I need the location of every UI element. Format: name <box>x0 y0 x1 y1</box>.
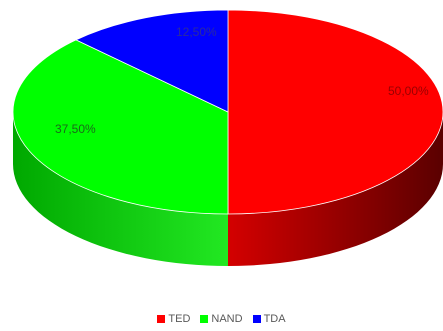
legend-item-tda[interactable]: TDA <box>252 313 286 325</box>
pie-slices <box>12 9 443 215</box>
pie-side-nand <box>13 112 228 266</box>
pie-slice-tda[interactable] <box>75 9 229 113</box>
legend: TED NAND TDA <box>0 313 443 325</box>
pie-slice-nand[interactable] <box>12 39 229 215</box>
legend-item-nand[interactable]: NAND <box>200 313 243 325</box>
legend-swatch-tda <box>252 315 261 323</box>
legend-swatch-ted <box>157 315 166 323</box>
legend-label-ted: TED <box>168 313 191 325</box>
data-label-tda: 12,50% <box>176 25 217 39</box>
pie-side-ted <box>228 112 443 266</box>
data-label-ted: 50,00% <box>388 84 429 98</box>
pie-slice-ted[interactable] <box>227 9 443 215</box>
legend-label-nand: NAND <box>211 313 243 325</box>
legend-swatch-nand <box>200 315 209 323</box>
pie-3d-sides <box>13 112 443 266</box>
legend-item-ted[interactable]: TED <box>157 313 190 325</box>
data-label-nand: 37,50% <box>55 122 96 136</box>
pie-data-labels: 50,00% 37,50% 12,50% <box>55 25 429 136</box>
legend-label-tda: TDA <box>263 313 286 325</box>
